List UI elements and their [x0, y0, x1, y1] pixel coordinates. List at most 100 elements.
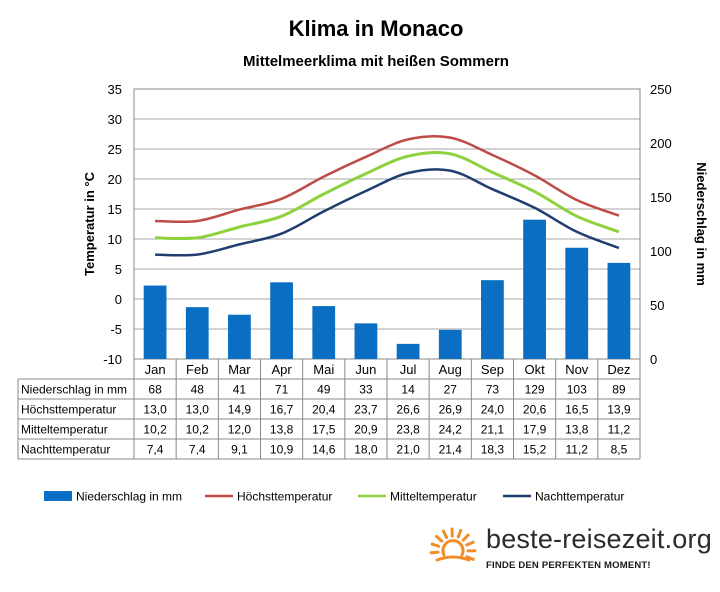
table-cell-value: 26,6	[396, 403, 420, 417]
table-cell-value: 20,4	[312, 403, 336, 417]
sun-horizon	[435, 555, 471, 562]
y-right-tick-label: 100	[650, 244, 672, 259]
table-cell-value: 21,0	[396, 443, 420, 457]
y-right-tick-label: 150	[650, 190, 672, 205]
precip-bar	[228, 314, 251, 359]
table-cell-value: 48	[191, 383, 205, 397]
brand-logo: beste-reisezeit.org FINDE DEN PERFEKTEN …	[426, 524, 720, 592]
y-left-axis-label: Temperatur in °C	[82, 171, 97, 276]
table-cell-value: 129	[525, 383, 545, 397]
precip-bar	[354, 323, 378, 359]
table-cell-value: 13,8	[270, 423, 294, 437]
table-cell-value: 13,0	[186, 403, 210, 417]
legend-entry: Höchsttemperatur	[237, 490, 332, 504]
sun-icon	[429, 527, 477, 562]
table-cell-value: 14,9	[228, 403, 252, 417]
table-cell-value: 10,2	[186, 423, 210, 437]
table-row-header: Höchsttemperatur	[21, 403, 116, 417]
sun-ray	[435, 534, 444, 543]
sun-ray	[456, 528, 463, 539]
table-cell-value: 18,0	[354, 443, 378, 457]
max-temp-line	[155, 134, 620, 224]
table-cell-value: 33	[359, 383, 373, 397]
table-cell-value: 14,6	[312, 443, 336, 457]
table-cell-value: 18,3	[481, 443, 505, 457]
table-cell-value: 71	[275, 383, 289, 397]
table-cell-value: 13,0	[143, 403, 167, 417]
table-cell-value: 7,4	[147, 443, 164, 457]
table-cell-value: 9,1	[231, 443, 248, 457]
table-cell-value: 89	[612, 383, 626, 397]
table-cell-value: 13,8	[565, 423, 589, 437]
x-category-label: Okt	[524, 362, 545, 377]
sun-ray	[441, 529, 449, 539]
sun-ray	[461, 533, 470, 542]
x-category-label: Sep	[481, 362, 504, 377]
table-cell-value: 21,4	[439, 443, 463, 457]
sun-ray	[465, 540, 475, 547]
table-cell-value: 103	[567, 383, 587, 397]
x-category-label: Mar	[228, 362, 251, 377]
sun-ray	[429, 550, 440, 555]
brand-tagline: FINDE DEN PERFEKTEN MOMENT!	[486, 560, 651, 571]
y-right-tick-label: 250	[650, 82, 672, 97]
table-cell-value: 7,4	[189, 443, 206, 457]
table-cell-value: 16,5	[565, 403, 589, 417]
brand-name: beste-reisezeit.org	[486, 524, 712, 554]
precip-bar	[481, 280, 504, 359]
y-left-tick-label: -10	[103, 352, 122, 367]
sun-ray	[465, 555, 475, 561]
table-row-header: Nachttemperatur	[21, 443, 110, 457]
y-left-tick-label: -5	[110, 322, 122, 337]
table-cell-value: 23,8	[396, 423, 420, 437]
sun-disc	[441, 539, 465, 557]
y-left-tick-label: 0	[115, 292, 122, 307]
legend-swatch-bar	[44, 491, 72, 501]
y-right-tick-label: 0	[650, 352, 657, 367]
x-category-label: Jan	[145, 362, 166, 377]
table-cell-value: 20,6	[523, 403, 547, 417]
precip-bar	[523, 219, 546, 359]
table-cell-value: 11,2	[608, 423, 631, 437]
table-cell-value: 49	[317, 383, 331, 397]
legend-entry: Niederschlag in mm	[76, 490, 182, 504]
table-cell-value: 16,7	[270, 403, 294, 417]
y-left-tick-label: 30	[108, 112, 122, 127]
precip-bar	[312, 306, 336, 359]
x-category-label: Feb	[186, 362, 208, 377]
precip-bar	[607, 262, 631, 359]
table-cell-value: 17,9	[523, 423, 547, 437]
table-cell-value: 11,2	[566, 443, 589, 457]
y-left-tick-label: 5	[115, 262, 122, 277]
precip-bar	[396, 343, 420, 359]
table-cell-value: 41	[233, 383, 247, 397]
x-category-label: Apr	[271, 362, 292, 377]
precip-bar	[143, 285, 167, 359]
precip-bar	[438, 329, 462, 359]
table-cell-value: 23,7	[354, 403, 378, 417]
table-cell-value: 73	[486, 383, 500, 397]
table-cell-value: 13,9	[607, 403, 631, 417]
legend-entry: Nachttemperatur	[535, 490, 624, 504]
plot-frame	[133, 88, 641, 360]
table-cell-value: 8,5	[611, 443, 628, 457]
y-left-tick-label: 15	[108, 202, 122, 217]
table-cell-value: 20,9	[354, 423, 378, 437]
table-cell-value: 10,9	[270, 443, 294, 457]
chart-title: Klima in Monaco	[289, 16, 464, 41]
night-temp-line	[155, 168, 620, 257]
y-right-axis-label: Niederschlag in mm	[694, 162, 709, 286]
precip-bar	[565, 247, 589, 359]
y-right-tick-label: 200	[650, 136, 672, 151]
table-row-header: Niederschlag in mm	[21, 383, 127, 397]
table-cell-value: 12,0	[228, 423, 252, 437]
table-cell-value: 17,5	[312, 423, 336, 437]
table-cell-value: 15,2	[523, 443, 547, 457]
y-left-tick-label: 20	[108, 172, 122, 187]
sun-ray	[430, 542, 441, 548]
table-cell-value: 10,2	[143, 423, 167, 437]
y-left-tick-label: 25	[108, 142, 122, 157]
table-cell-value: 27	[444, 383, 458, 397]
table-cell-value: 24,0	[481, 403, 505, 417]
